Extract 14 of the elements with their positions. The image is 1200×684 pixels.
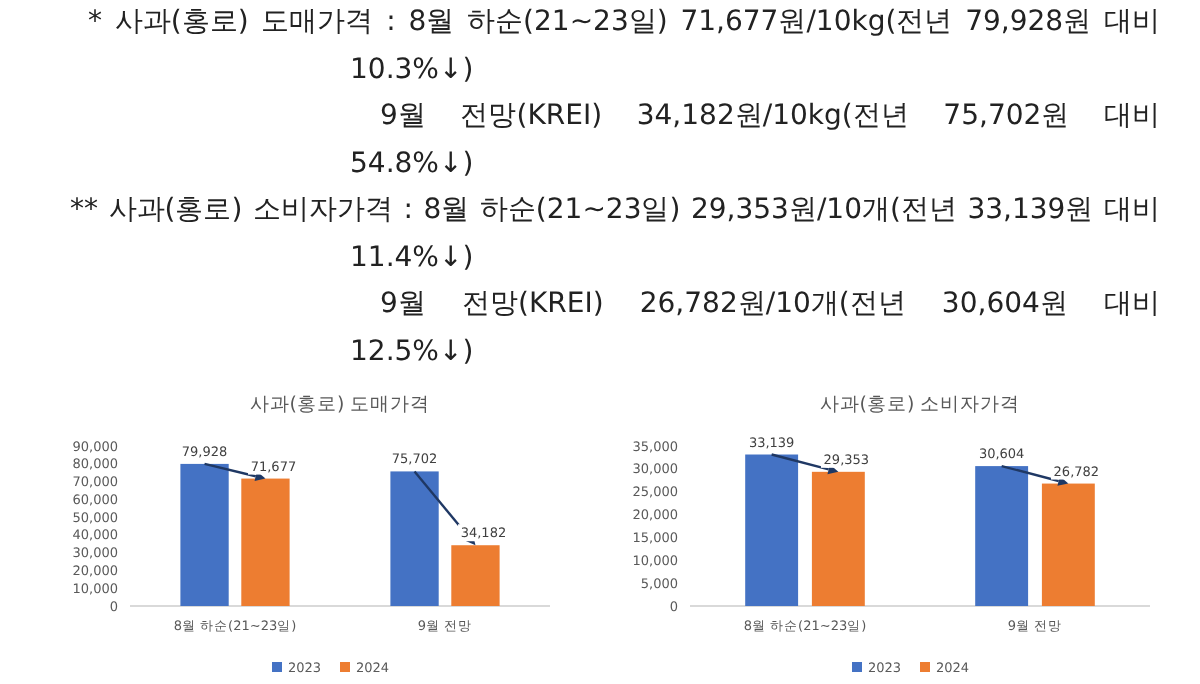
text: 9월 전망(KREI) 26,782원/10개(전년 30,604원 대비 12.5%↓) — [348, 286, 1162, 371]
bar — [241, 478, 290, 606]
text: * 사과(홍로) 도매가격 : 8월 하순(21~23일) 71,677원/10kg(전년 79,928원 대비 10.3%↓) — [86, 4, 1162, 89]
text: ** 사과(홍로) 소비자가격 : 8월 하순(21~23일) 29,353원/10개(전년 33,139원 대비 11.4%↓) — [68, 192, 1162, 277]
bar — [180, 463, 229, 606]
bar — [745, 454, 799, 606]
bar — [811, 471, 865, 606]
bar — [451, 545, 500, 606]
bar — [390, 471, 439, 606]
chart-title: 사과(홍로) 소비자가격 — [819, 394, 1021, 416]
bar — [1041, 483, 1095, 606]
text: 9월 전망(KREI) 34,182원/10kg(전년 75,702원 대비 54.8%↓) — [348, 98, 1162, 183]
chart-title: 사과(홍로) 도매가격 — [249, 394, 431, 416]
bar — [975, 466, 1029, 606]
